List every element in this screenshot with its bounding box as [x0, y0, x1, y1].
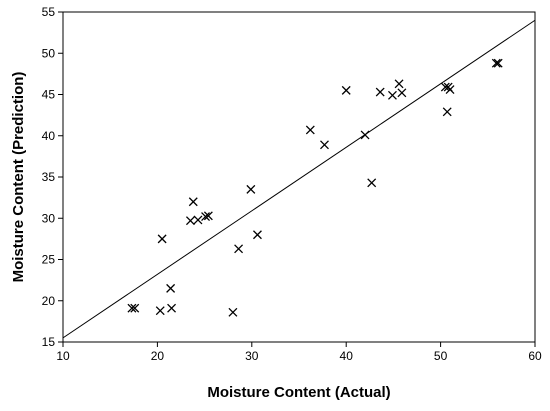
data-point — [397, 88, 407, 98]
y-tick-label: 50 — [42, 46, 56, 60]
y-tick-label: 20 — [42, 294, 56, 308]
data-point — [375, 87, 385, 97]
x-tick-label: 60 — [528, 349, 542, 363]
y-tick-label: 55 — [42, 5, 56, 19]
x-tick-label: 50 — [434, 349, 448, 363]
data-point — [246, 184, 256, 194]
fit-line — [62, 19, 536, 339]
x-tick-label: 40 — [340, 349, 354, 363]
y-axis: 15 20 25 30 35 40 45 50 55 — [42, 5, 63, 349]
data-point — [445, 85, 455, 95]
data-point — [155, 306, 165, 316]
data-point — [185, 216, 195, 226]
data-point — [367, 178, 377, 188]
data-point — [234, 244, 244, 254]
y-tick-label: 30 — [42, 211, 56, 225]
data-point — [440, 82, 450, 92]
x-tick-label: 30 — [245, 349, 259, 363]
y-tick-label: 35 — [42, 170, 56, 184]
y-tick-label: 45 — [42, 88, 56, 102]
data-point — [341, 85, 351, 95]
y-tick-label: 15 — [42, 335, 56, 349]
data-point — [201, 212, 211, 222]
data-point — [493, 58, 503, 68]
data-point — [193, 215, 203, 225]
x-tick-label: 20 — [151, 349, 165, 363]
data-point — [188, 197, 198, 207]
data-point — [127, 303, 137, 313]
data-point — [394, 79, 404, 89]
data-point — [387, 90, 397, 100]
y-tick-label: 40 — [42, 129, 56, 143]
x-tick-label: 10 — [56, 349, 70, 363]
y-axis-title: Moisture Content (Prediction) — [10, 72, 27, 283]
data-point — [305, 125, 315, 135]
data-point — [130, 303, 140, 313]
data-point — [167, 303, 177, 313]
data-point — [442, 107, 452, 117]
plot-frame — [62, 11, 536, 343]
data-point — [320, 140, 329, 150]
y-tick-label: 25 — [42, 253, 56, 267]
x-axis: 10 20 30 40 50 60 — [56, 342, 542, 363]
data-point — [253, 230, 262, 240]
data-point — [157, 234, 167, 244]
data-point — [203, 211, 213, 221]
data-point — [491, 58, 501, 68]
plot-area — [62, 19, 536, 339]
data-point — [360, 130, 370, 140]
x-axis-title: Moisture Content (Actual) — [207, 384, 390, 401]
data-point — [166, 283, 176, 293]
data-point — [228, 307, 238, 317]
